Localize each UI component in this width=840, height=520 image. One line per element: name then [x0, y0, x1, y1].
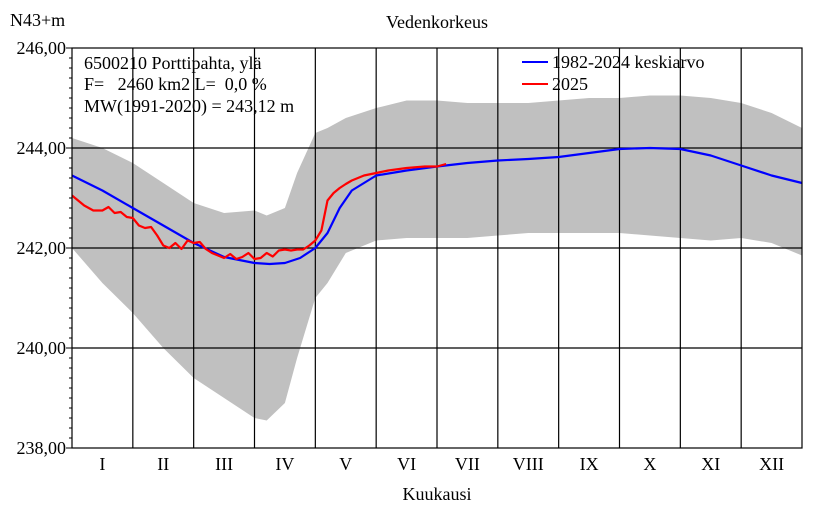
month-label: V [339, 454, 352, 474]
month-label: I [99, 454, 105, 474]
month-label: IV [275, 454, 294, 474]
series-line-average [71, 146, 803, 266]
month-label: XI [701, 454, 720, 474]
y-tick-label: 244,00 [17, 138, 67, 158]
y-tick-label: 242,00 [17, 238, 67, 258]
month-label: XII [759, 454, 784, 474]
month-label: VIII [513, 454, 544, 474]
month-label: VI [397, 454, 416, 474]
month-label: II [157, 454, 169, 474]
y-tick-label: 246,00 [17, 38, 67, 58]
y-tick-label: 240,00 [17, 338, 67, 358]
info-line-mean-water: MW(1991-2020) = 243,12 m [84, 96, 294, 117]
chart-title: Vedenkorkeus [386, 12, 488, 32]
series-line-2025 [71, 162, 447, 261]
month-label: X [643, 454, 656, 474]
info-box: 6500210 Porttipahta, ylä F= 2460 km2 L= … [84, 53, 294, 117]
month-label: VII [455, 454, 480, 474]
legend-label-2025: 2025 [552, 74, 588, 94]
info-line-station: 6500210 Porttipahta, ylä [84, 53, 261, 73]
month-label: IX [580, 454, 599, 474]
y-tick-label: 238,00 [17, 438, 67, 458]
x-axis-label: Kuukausi [403, 484, 472, 504]
month-label: III [215, 454, 233, 474]
info-line-area: F= 2460 km2 L= 0,0 % [84, 74, 267, 94]
legend-label-average: 1982-2024 keskiarvo [552, 52, 704, 72]
y-axis-unit-label: N43+m [10, 10, 65, 30]
legend: 1982-2024 keskiarvo 2025 [522, 52, 704, 94]
